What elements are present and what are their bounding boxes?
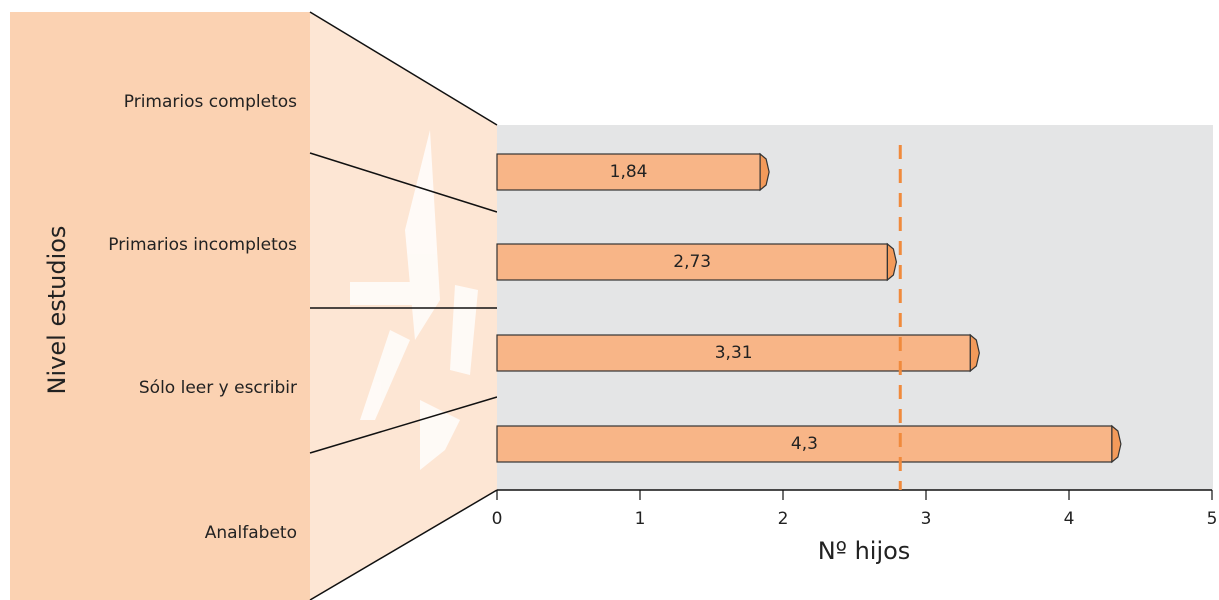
- divider: [309, 396, 498, 454]
- bar-cap: [1111, 424, 1122, 464]
- x-tick-label: 4: [1064, 509, 1075, 529]
- category-label: Primarios incompletos: [108, 235, 297, 255]
- left-panel: [10, 12, 310, 600]
- x-tick-label: 1: [635, 509, 646, 529]
- category-label: Primarios completos: [124, 92, 297, 112]
- bar: [496, 243, 888, 281]
- value-label: 1,84: [610, 162, 648, 182]
- value-label: 4,3: [791, 434, 818, 454]
- category-label: Sólo leer y escribir: [139, 378, 297, 398]
- bar: [496, 334, 971, 372]
- perspective-panel: [310, 12, 497, 600]
- x-tick-label: 5: [1207, 509, 1218, 529]
- x-tick-label: 2: [778, 509, 789, 529]
- value-label: 3,31: [715, 343, 753, 363]
- divider: [309, 489, 498, 600]
- bar-cap: [969, 333, 980, 373]
- bar-cap: [886, 242, 898, 282]
- bar: [496, 425, 1113, 463]
- value-label: 2,73: [673, 252, 711, 272]
- divider: [309, 152, 498, 213]
- y-axis-title: Nivel estudios: [43, 226, 71, 395]
- divider: [309, 11, 498, 126]
- category-label: Analfabeto: [205, 523, 297, 543]
- bar-cap: [759, 152, 770, 192]
- x-axis-title: Nº hijos: [818, 537, 911, 565]
- x-tick-label: 0: [492, 509, 503, 529]
- watermark: [350, 130, 478, 470]
- x-tick-label: 3: [921, 509, 932, 529]
